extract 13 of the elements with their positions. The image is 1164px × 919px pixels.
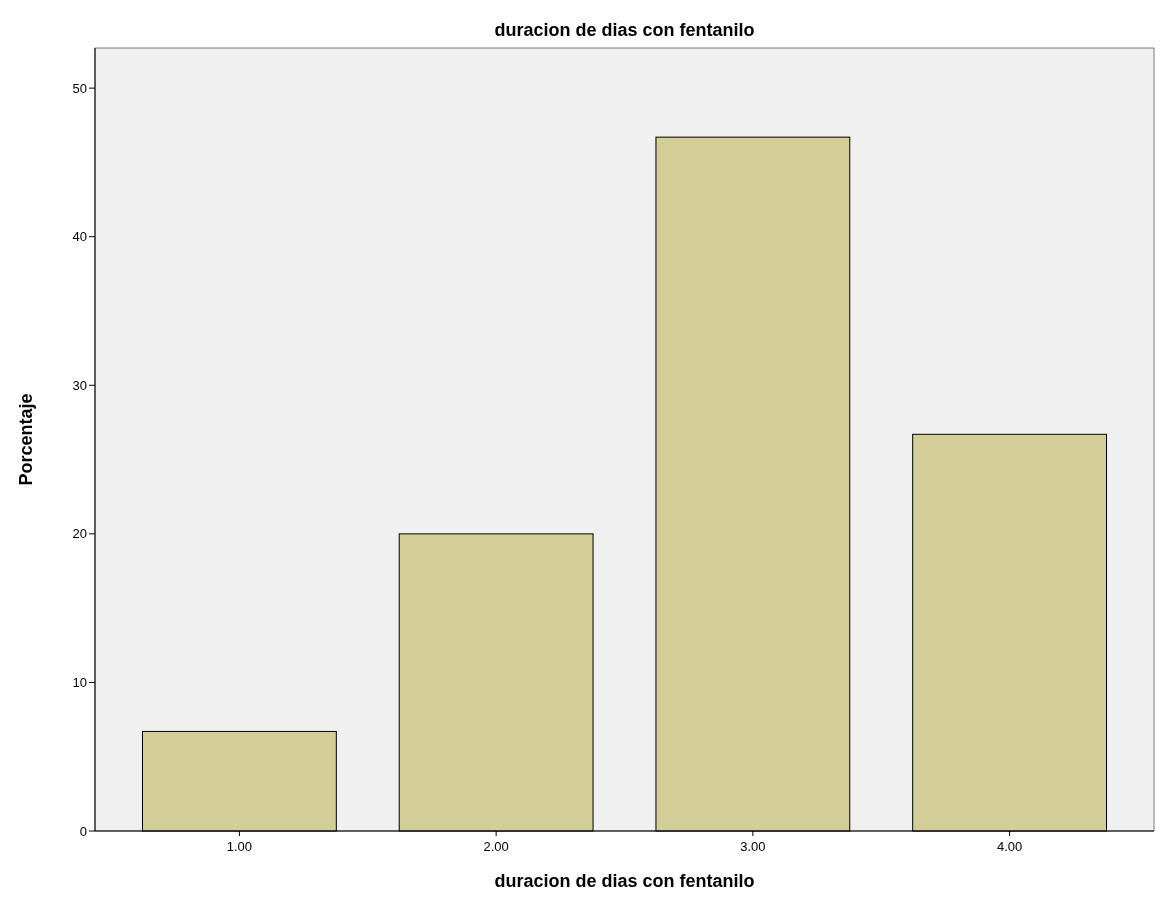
chart-title: duracion de dias con fentanilo [494,20,755,40]
y-tick-label: 30 [72,377,87,393]
y-tick-label: 20 [72,526,87,542]
y-tick-label: 10 [72,674,87,690]
y-tick-label: 50 [72,80,87,96]
x-tick-label: 4.00 [996,839,1023,854]
y-axis-title: Porcentaje [16,393,36,486]
y-tick-label: 40 [72,229,87,245]
x-tick-label: 1.00 [226,839,253,854]
x-tick-label: 2.00 [483,839,509,854]
y-tick-label: 0 [79,823,87,839]
x-tick-label: 3.00 [740,839,766,854]
x-axis-title: duracion de dias con fentanilo [494,871,755,891]
